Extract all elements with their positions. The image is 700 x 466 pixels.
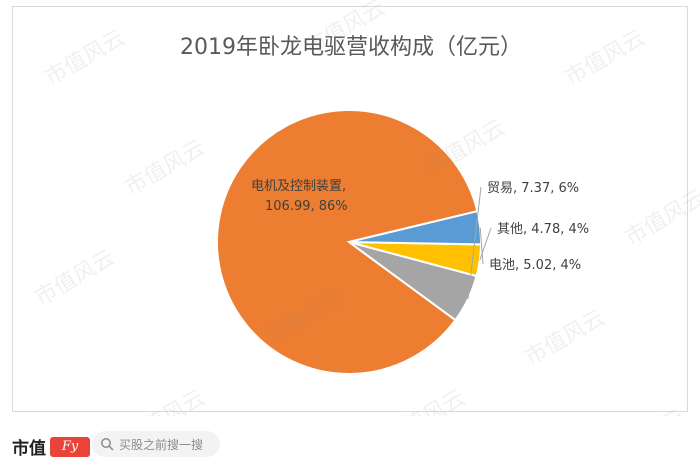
pie-chart: 电机及控制装置, 106.99, 86% 贸易, 7.37, 6% 其他, 4.78,… — [216, 109, 589, 375]
pie-slice-0 — [216, 109, 479, 375]
leader-line-1 — [467, 186, 482, 300]
footer: 市值 Fy 买股之前搜一搜 — [0, 416, 700, 466]
leader-line-3 — [479, 227, 484, 265]
chart-title: 2019年卧龙电驱营收构成（亿元） — [180, 35, 522, 60]
slice-label-1: 贸易, 7.37, 6% — [487, 181, 579, 196]
chart-frame: 2019年卧龙电驱营收构成（亿元） 电机及控制装置, 106.99, 86% 贸易,… — [12, 6, 688, 412]
search-placeholder: 买股之前搜一搜 — [119, 437, 204, 452]
search-box[interactable]: 买股之前搜一搜 — [92, 431, 220, 457]
slice-label-3: 电池, 5.02, 4% — [489, 258, 581, 273]
brand-name: 市值 — [12, 439, 46, 459]
brand-seal-logo: Fy — [50, 436, 90, 457]
slice-label-value-0: 106.99, 86% — [265, 199, 348, 214]
brand-logo[interactable]: 市值 Fy — [12, 434, 90, 459]
slice-label-2: 其他, 4.78, 4% — [497, 222, 589, 237]
leader-line-2 — [479, 227, 492, 261]
search-icon — [101, 438, 114, 451]
slice-label-0: 电机及控制装置, — [251, 179, 346, 194]
pie-slice-3 — [348, 209, 482, 246]
